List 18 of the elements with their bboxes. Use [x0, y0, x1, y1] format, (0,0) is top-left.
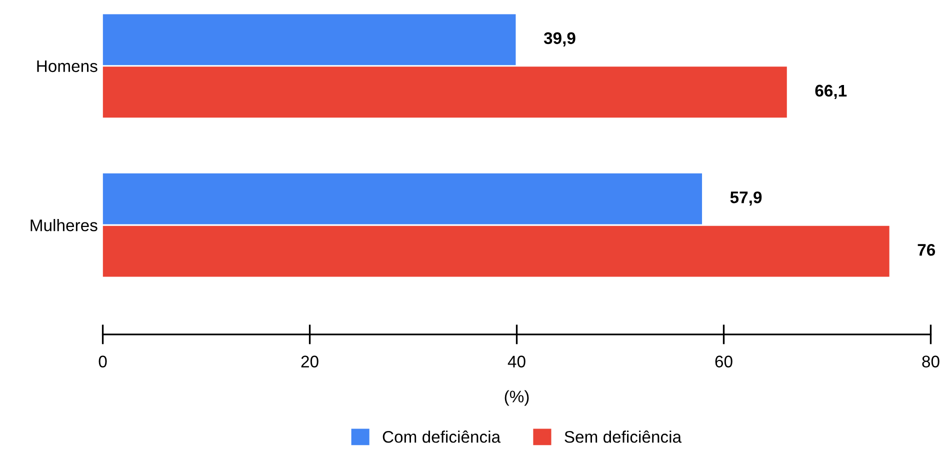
y-tick-label: Mulheres: [30, 219, 98, 232]
data-label: 39,9: [544, 32, 576, 46]
bar: [102, 14, 516, 66]
x-tick-label: 0: [98, 356, 107, 368]
data-label: 76: [918, 244, 936, 256]
data-label: 57,9: [730, 191, 762, 206]
bar: [102, 173, 702, 224]
data-label: 66,1: [815, 84, 847, 100]
x-axis-title: (%): [504, 390, 529, 406]
bar: [102, 226, 890, 277]
y-tick-label: Homens: [37, 60, 98, 72]
x-tick-label: 20: [301, 356, 318, 368]
bar: [102, 66, 787, 118]
legend-label: Com deficiência: [382, 430, 501, 443]
x-tick-label: 80: [922, 356, 940, 368]
legend-label: Sem deficiência: [564, 430, 682, 443]
x-tick-label: 40: [508, 356, 526, 368]
x-tick-label: 60: [715, 356, 732, 368]
